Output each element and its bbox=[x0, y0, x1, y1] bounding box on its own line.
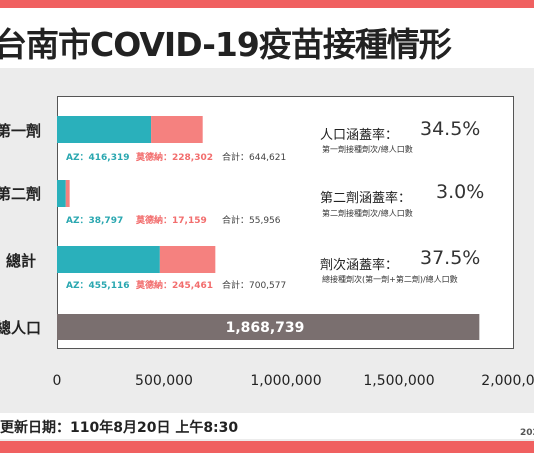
moderna-label-dose1: 莫德納：228,302 bbox=[136, 153, 213, 163]
total-label-total: 合計：700,577 bbox=[222, 281, 287, 291]
x-tick-500000: 500,000 bbox=[135, 373, 193, 389]
page-title: 台南市COVID-19疫苗接種情形 bbox=[0, 25, 452, 64]
title-banner: 台南市COVID-19疫苗接種情形 bbox=[0, 8, 534, 68]
row-label-population: 總人口 bbox=[0, 319, 42, 337]
moderna-label-dose2: 莫德納：17,159 bbox=[136, 216, 207, 226]
bar-dose2-az bbox=[57, 180, 66, 207]
coverage-title-2: 第二劑涵蓋率： bbox=[320, 191, 412, 206]
bar-total-moderna bbox=[159, 246, 216, 273]
footer-band bbox=[0, 413, 534, 439]
coverage-value-1: 34.5% bbox=[420, 118, 481, 140]
az-label-dose1: AZ：416,319 bbox=[66, 153, 130, 163]
az-label-dose2: AZ：38,797 bbox=[66, 216, 124, 226]
bar-population-population bbox=[57, 314, 480, 340]
coverage-value-3: 37.5% bbox=[420, 247, 481, 269]
row-label-total: 總計 bbox=[6, 252, 37, 270]
coverage-sub-2: 第二劑接種劑次/總人口數 bbox=[322, 209, 413, 218]
coverage-sub-1: 第一劑接種劑次/總人口數 bbox=[322, 145, 413, 154]
bar-dose1-az bbox=[57, 116, 152, 143]
population-value-label: 1,868,739 bbox=[226, 320, 305, 336]
moderna-label-total: 莫德納：245,461 bbox=[136, 281, 213, 291]
bar-dose2-moderna bbox=[65, 180, 70, 207]
row-label-dose1: 第一劑 bbox=[0, 122, 42, 140]
coverage-value-2: 3.0% bbox=[436, 181, 485, 203]
bottom-accent-bar bbox=[0, 441, 534, 453]
year-mark: 202 bbox=[520, 428, 534, 438]
x-tick-0: 0 bbox=[52, 373, 62, 389]
update-date: 更新日期：110年8月20日 上午8:30 bbox=[0, 420, 239, 436]
coverage-sub-3: 總接種劑次(第一劑+第二劑)/總人口數 bbox=[322, 275, 458, 284]
total-label-dose2: 合計：55,956 bbox=[222, 216, 281, 226]
az-label-total: AZ：455,116 bbox=[66, 281, 130, 291]
row-label-dose2: 第二劑 bbox=[0, 185, 42, 203]
x-tick-1500000: 1,500,000 bbox=[363, 373, 435, 389]
x-tick-1000000: 1,000,000 bbox=[250, 373, 322, 389]
bar-dose1-moderna bbox=[151, 116, 203, 143]
coverage-title-3: 劑次涵蓋率： bbox=[320, 258, 399, 273]
total-label-dose1: 合計：644,621 bbox=[222, 153, 287, 163]
bar-total-az bbox=[57, 246, 160, 273]
top-accent-bar bbox=[0, 0, 534, 8]
x-tick-2000000: 2,000,0 bbox=[481, 373, 534, 389]
coverage-title-1: 人口涵蓋率： bbox=[320, 128, 399, 143]
